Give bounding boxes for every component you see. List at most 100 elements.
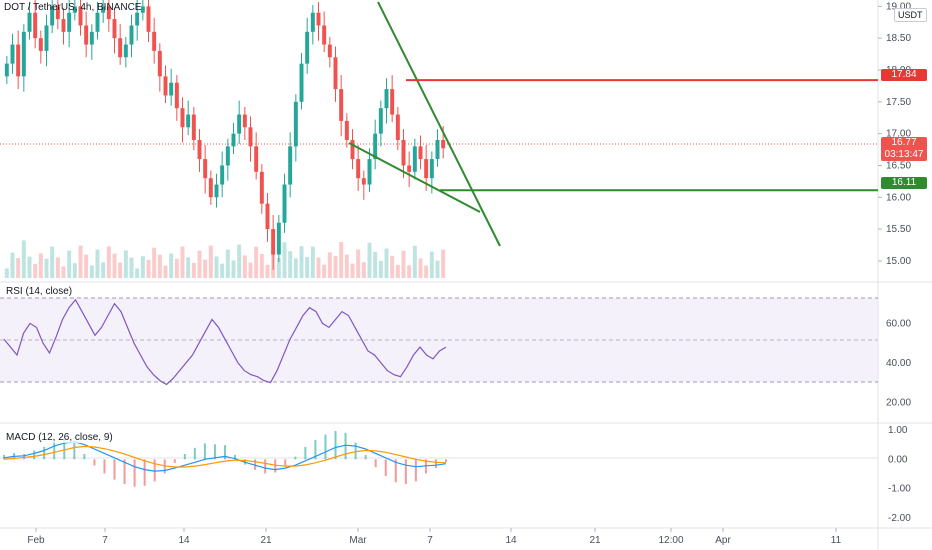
candle-body — [231, 133, 236, 147]
candles[interactable] — [4, 0, 446, 270]
candle-body — [186, 114, 191, 128]
volume-bar — [203, 259, 208, 278]
volume-bar — [16, 258, 21, 278]
rsi-tick-label: 60.00 — [886, 318, 911, 329]
time-tick-label: 12:00 — [658, 535, 683, 546]
candle-body — [429, 159, 434, 179]
symbol-title[interactable]: DOT / TetherUS, 4h, BINANCE — [4, 2, 142, 13]
volume-bar — [21, 240, 26, 278]
candle-body — [50, 6, 55, 26]
volume-bar — [435, 260, 440, 278]
rsi-title[interactable]: RSI (14, close) — [4, 286, 75, 297]
volume-bar — [38, 253, 43, 278]
price-tick-label: 15.50 — [886, 224, 911, 235]
volume-bar — [367, 242, 372, 278]
candle-body — [327, 44, 332, 58]
candle-body — [350, 140, 355, 160]
candle-body — [146, 6, 151, 32]
candle-body — [203, 159, 208, 179]
volume-bar — [169, 253, 174, 278]
candle-body — [373, 133, 378, 160]
volume-bar — [220, 263, 225, 278]
candle-body — [95, 12, 100, 32]
macd-title[interactable]: MACD (12, 26, close, 9) — [4, 432, 115, 443]
time-tick-label: 14 — [505, 535, 517, 546]
macd-histogram-bar — [153, 459, 156, 482]
volume-bar — [129, 257, 134, 278]
candle-body — [72, 6, 77, 13]
macd-histogram-bar — [414, 459, 417, 482]
volume-bar — [112, 253, 117, 278]
macd-histogram-bar — [183, 454, 186, 460]
candle-body — [163, 76, 168, 96]
volume-bar — [163, 265, 168, 278]
macd-histogram-bar — [374, 459, 377, 468]
candle-body — [254, 146, 259, 172]
candle-body — [38, 38, 43, 51]
volume-bar — [299, 246, 304, 278]
candle-body — [310, 12, 315, 32]
price-tick-label: 18.50 — [886, 33, 911, 44]
macd-histogram-bar — [264, 459, 267, 474]
macd-histogram-bar — [93, 459, 96, 466]
macd-histogram-bar — [294, 456, 297, 460]
candle-body — [10, 44, 15, 64]
volume-bar — [50, 246, 55, 278]
macd-histogram-bar — [143, 459, 146, 486]
volume-bar — [157, 254, 162, 278]
candle-body — [101, 6, 106, 13]
volume-bar — [373, 251, 378, 278]
volume-bar — [33, 263, 38, 278]
price-tick-label: 19.00 — [886, 1, 911, 12]
macd-histogram-bar — [445, 459, 447, 462]
candle-body — [191, 114, 196, 140]
macd-histogram-bar — [103, 459, 106, 474]
candle-body — [407, 165, 412, 172]
candle-body — [129, 25, 134, 45]
candle-body — [418, 146, 423, 160]
volume-bar — [84, 254, 89, 278]
candle-body — [322, 25, 327, 45]
volume-bar — [412, 245, 417, 278]
volume-bars — [4, 240, 446, 278]
candle-body — [367, 159, 372, 185]
candle-body — [333, 57, 338, 90]
macd-histogram-bar — [394, 459, 397, 483]
macd-histogram-bar — [73, 441, 76, 460]
volume-bar — [44, 258, 49, 278]
volume-bar — [361, 262, 366, 278]
price-axis[interactable]: 19.0018.5018.0017.5017.0016.5016.0015.50… — [878, 1, 911, 267]
macd-histogram-bar — [224, 445, 226, 460]
currency-button[interactable]: USDT — [894, 8, 927, 22]
candle-body — [33, 12, 38, 39]
macd-histogram-bar — [404, 459, 407, 485]
descending-trendline-lower[interactable] — [348, 142, 481, 213]
volume-bar — [248, 262, 253, 278]
candle-body — [412, 146, 417, 172]
volume-bar — [4, 268, 9, 278]
volume-bar — [429, 251, 434, 278]
descending-trendline-upper[interactable] — [377, 1, 501, 247]
price-tick-label: 17.00 — [886, 129, 911, 140]
candle-body — [84, 25, 89, 45]
price-tick-label: 15.00 — [886, 256, 911, 267]
macd-tick-label: 0.00 — [888, 454, 908, 465]
time-axis[interactable]: Feb 7 14 21 Mar 7 14 21 12:00 Apr 11 — [27, 528, 842, 546]
macd-histogram-bar — [83, 454, 86, 460]
volume-bar — [282, 242, 287, 278]
volume-bar — [197, 250, 202, 278]
macd-axis: 1.00 0.00 -1.00 -2.00 — [888, 425, 911, 524]
volume-bar — [95, 249, 100, 278]
time-tick-label: 11 — [831, 535, 842, 546]
candle-body — [4, 63, 9, 77]
volume-bar — [152, 247, 157, 278]
macd-histogram-bar — [123, 459, 126, 485]
candle-body — [276, 222, 281, 255]
candle-body — [265, 203, 270, 230]
volume-bar — [174, 258, 179, 278]
volume-bar — [55, 257, 60, 278]
macd-histogram-bar — [434, 459, 437, 469]
volume-bar — [407, 265, 412, 278]
